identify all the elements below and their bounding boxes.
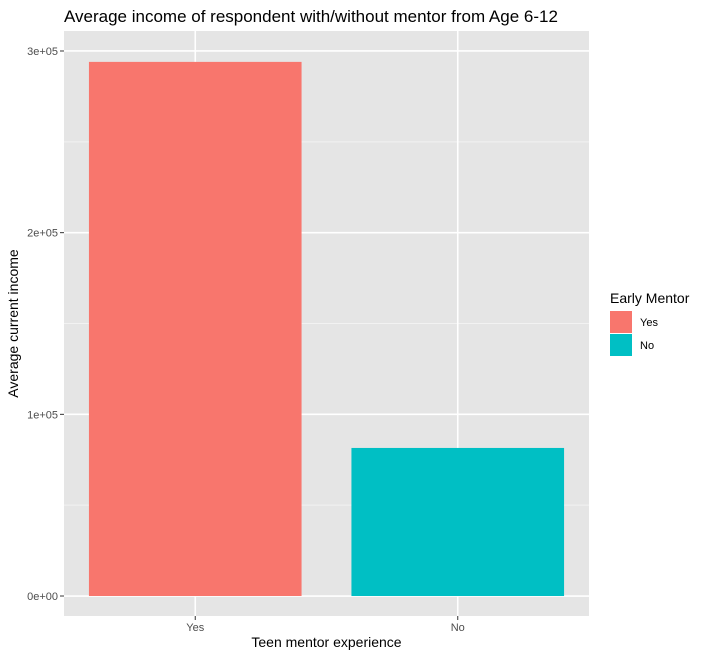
y-tick-label: 3e+05 (27, 46, 58, 58)
x-axis-title: Teen mentor experience (251, 634, 401, 650)
legend: Early Mentor Yes No (610, 290, 690, 356)
legend-swatch-yes (610, 311, 632, 333)
legend-label-yes: Yes (640, 317, 658, 329)
legend-title: Early Mentor (610, 290, 690, 306)
chart-title: Average income of respondent with/withou… (64, 7, 558, 26)
legend-label-no: No (640, 340, 654, 352)
y-tick-label: 2e+05 (27, 228, 58, 240)
y-axis-title: Average current income (5, 249, 21, 398)
x-axis: Yes No (186, 616, 465, 634)
y-tick-label: 0e+00 (27, 591, 58, 603)
x-tick-label: Yes (186, 622, 204, 634)
y-axis: 0e+00 1e+05 2e+05 3e+05 (27, 46, 64, 603)
x-tick-label: No (451, 622, 465, 634)
bars (88, 61, 565, 597)
bar-yes (88, 61, 302, 597)
bar-no (351, 447, 565, 597)
legend-swatch-no (610, 334, 632, 356)
y-tick-label: 1e+05 (27, 409, 58, 421)
